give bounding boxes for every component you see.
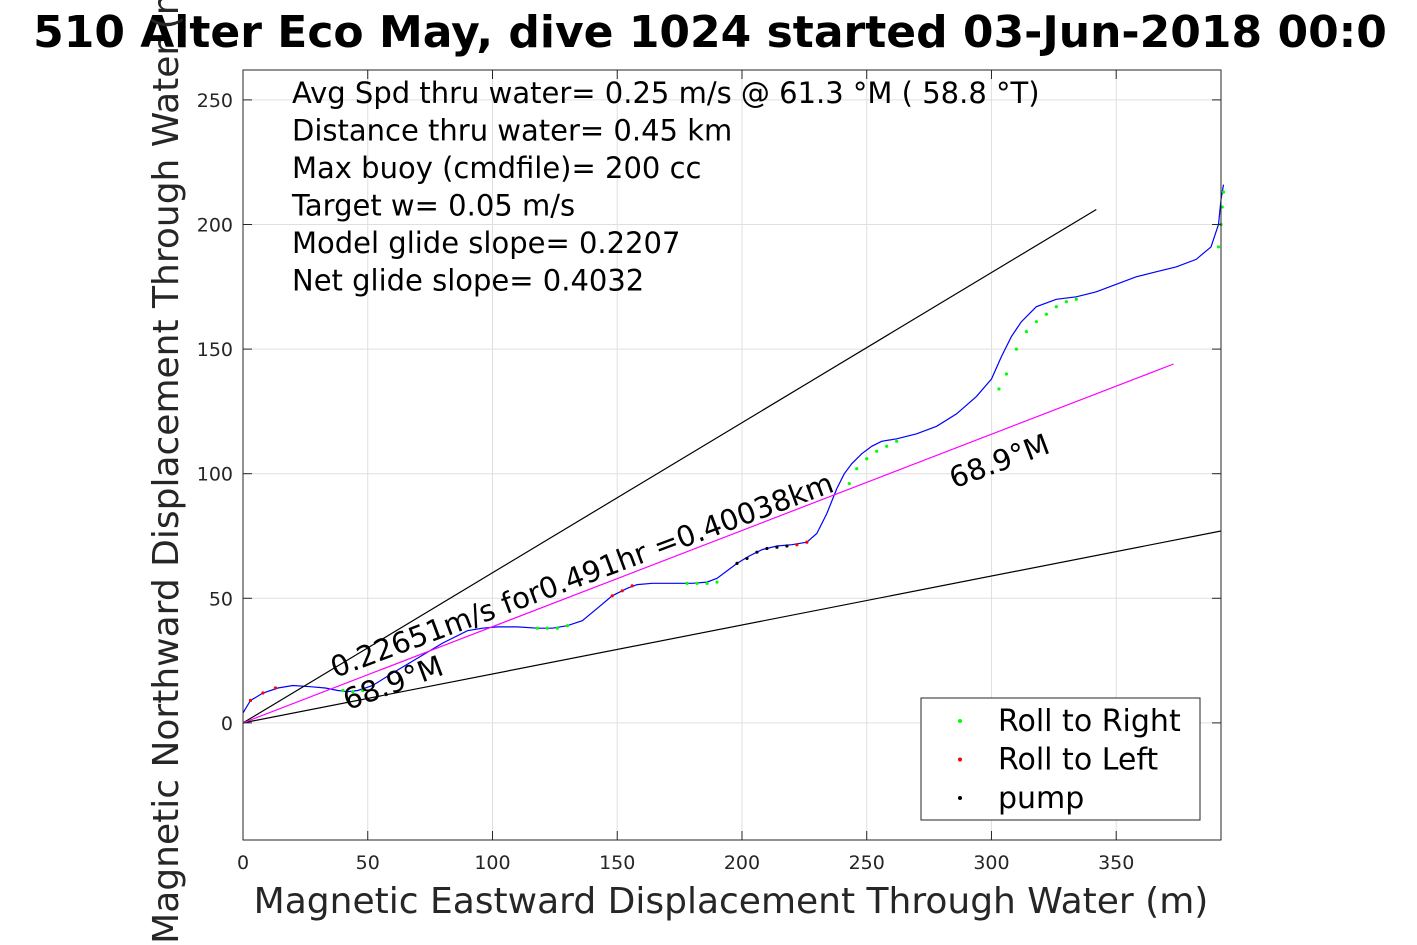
y-tick-label: 250: [197, 90, 233, 112]
roll-right-marker: [351, 690, 355, 694]
roll-right-marker: [1014, 347, 1019, 351]
roll-right-marker: [875, 449, 879, 453]
roll-left-marker: [273, 686, 278, 690]
roll-right-marker: [685, 581, 689, 585]
series-glide-line-lower: [242, 530, 1222, 724]
x-tick-label: 150: [599, 852, 635, 874]
roll-right-marker: [1044, 312, 1048, 316]
roll-right-marker: [1216, 245, 1221, 249]
chart-title: 510 Alter Eco May, dive 1024 started 03-…: [33, 7, 1387, 58]
roll-right-marker: [1034, 320, 1038, 324]
x-tick-label: 0: [237, 852, 249, 874]
roll-left-marker: [805, 540, 809, 544]
roll-left-marker: [795, 543, 799, 547]
info-line: Net glide slope= 0.4032: [292, 264, 644, 298]
info-line: Target w= 0.05 m/s: [291, 189, 575, 223]
info-line: Max buoy (cmdfile)= 200 cc: [292, 151, 701, 185]
roll-right-marker: [847, 482, 851, 486]
markers-layer: [248, 190, 1226, 703]
pump-marker: [775, 545, 779, 549]
info-line: Distance thru water= 0.45 km: [292, 114, 732, 148]
roll-right-marker: [535, 626, 539, 630]
y-tick-label: 100: [197, 464, 233, 486]
roll-right-marker: [895, 439, 899, 443]
roll-right-marker: [555, 626, 559, 630]
legend-swatch: [958, 757, 962, 762]
roll-right-marker: [1064, 300, 1068, 304]
y-tick-label: 150: [197, 339, 233, 361]
plot-area: 0 50 100 150 200 250 300 350 0 50 100 150 200 250: [197, 69, 1226, 874]
legend-swatch: [958, 796, 962, 800]
pump-marker: [755, 550, 759, 554]
roll-right-marker: [341, 688, 345, 693]
roll-right-marker: [1024, 330, 1028, 334]
roll-left-marker: [248, 698, 253, 703]
grid: [242, 70, 1221, 840]
roll-left-marker: [610, 594, 614, 598]
roll-right-marker: [1054, 305, 1058, 309]
roll-right-marker: [715, 580, 719, 584]
info-text: Avg Spd thru water= 0.25 m/s @ 61.3 °M (…: [291, 76, 1040, 298]
x-tick-label: 100: [474, 852, 510, 874]
info-line: Model glide slope= 0.2207: [292, 226, 680, 260]
y-tick-label: 0: [221, 713, 233, 735]
info-line: Avg Spd thru water= 0.25 m/s @ 61.3 °M (…: [292, 76, 1040, 110]
roll-right-marker: [855, 467, 859, 471]
plot-frame: [242, 69, 1222, 841]
roll-left-marker: [620, 589, 624, 593]
legend-label: Roll to Right: [998, 704, 1181, 739]
x-tick-label: 300: [973, 852, 1009, 874]
y-tick-label: 50: [209, 588, 233, 610]
roll-right-marker: [1074, 297, 1078, 301]
legend-box: [920, 697, 1201, 821]
x-tick-label: 50: [356, 852, 380, 874]
series-net-glide-line: [242, 363, 1174, 724]
roll-right-marker: [1221, 190, 1226, 194]
x-tick-label: 350: [1098, 852, 1134, 874]
series-glide-line-upper: [242, 208, 1097, 724]
roll-right-marker: [705, 581, 709, 585]
ticks: 0 50 100 150 200 250 300 350 0 50 100 150 200 250: [197, 70, 1221, 874]
x-tick-label: 200: [724, 852, 760, 874]
roll-right-marker: [565, 624, 569, 628]
roll-right-marker: [997, 387, 1001, 391]
roll-right-marker: [865, 457, 869, 461]
roll-left-marker: [630, 584, 634, 588]
roll-right-marker: [361, 688, 365, 693]
pump-marker: [745, 556, 749, 561]
x-tick-label: 250: [849, 852, 885, 874]
roll-right-marker: [545, 626, 549, 630]
roll-right-marker: [695, 581, 699, 585]
legend-label: Roll to Left: [998, 743, 1158, 778]
y-tick-label: 200: [197, 214, 233, 236]
roll-right-marker: [885, 444, 889, 448]
x-axis-label: Magnetic Eastward Displacement Through W…: [254, 881, 1209, 922]
pump-marker: [785, 544, 789, 548]
legend-label: pump: [998, 781, 1084, 816]
roll-right-marker: [1004, 372, 1009, 376]
y-axis-label: Magnetic Northward Displacement Through …: [146, 0, 187, 944]
legend-swatch: [958, 719, 962, 723]
roll-left-marker: [261, 691, 265, 695]
pump-marker: [765, 546, 769, 551]
pump-marker: [735, 561, 739, 565]
